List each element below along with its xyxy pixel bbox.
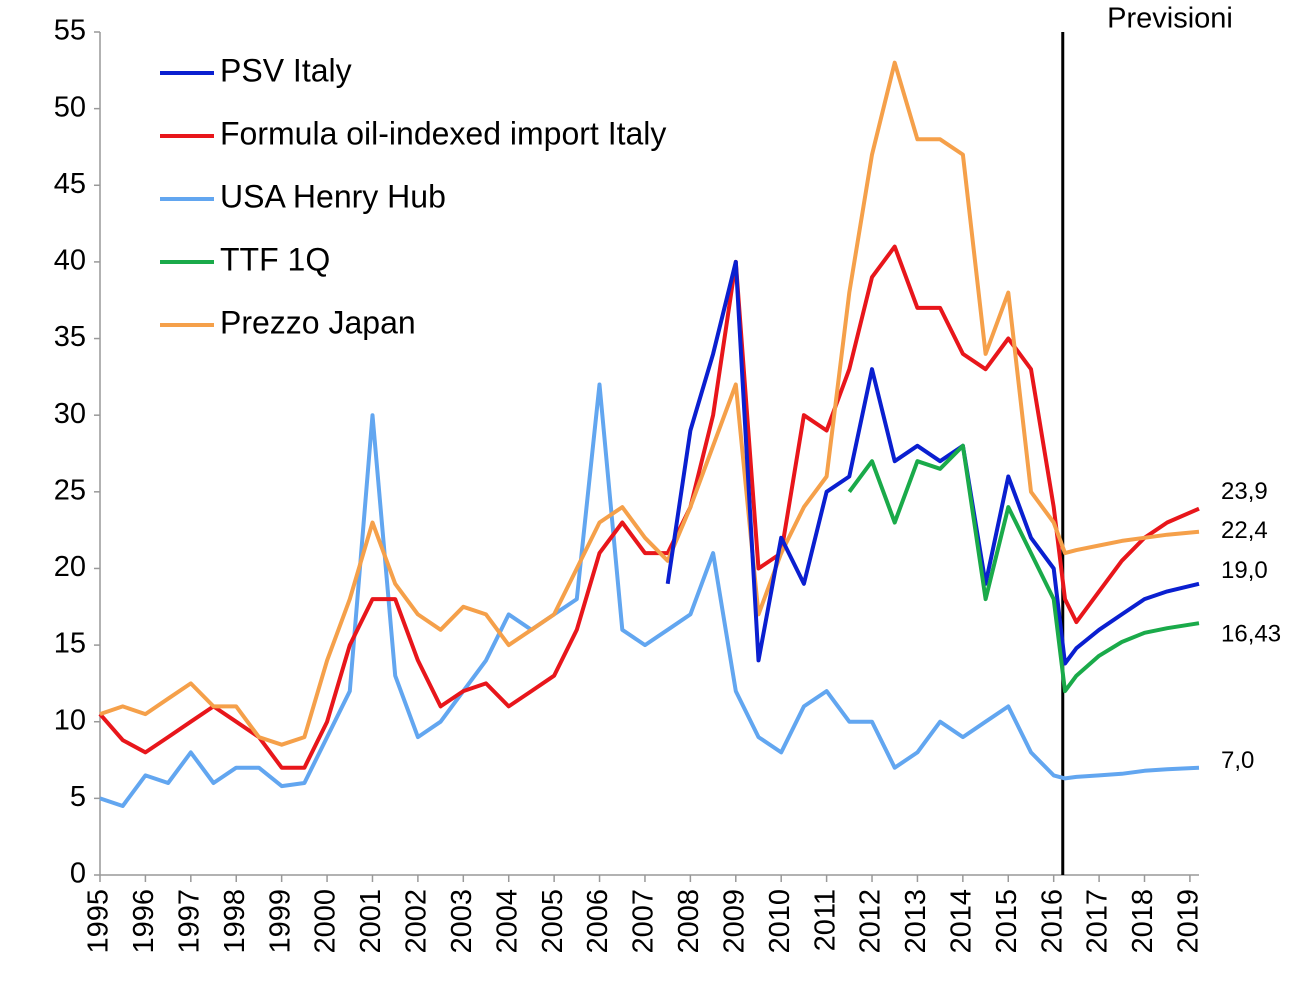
x-tick-label: 2014	[946, 889, 978, 954]
x-tick-label: 2004	[491, 889, 523, 954]
series-line	[665, 259, 1200, 666]
x-tick-label: 2013	[900, 889, 932, 954]
x-tick-label: 1997	[173, 889, 205, 954]
legend-label: TTF 1Q	[220, 241, 330, 277]
x-tick-label: 2000	[310, 889, 342, 954]
x-tick-label: 2001	[355, 889, 387, 954]
series-line	[99, 60, 1200, 747]
x-tick-label: 2018	[1127, 889, 1159, 954]
x-tick-label: 2008	[673, 889, 705, 954]
x-tick-label: 2015	[991, 889, 1023, 954]
end-label: 7,0	[1221, 747, 1254, 774]
y-tick-label: 40	[54, 245, 86, 277]
y-tick-label: 35	[54, 321, 86, 353]
x-tick-label: 2016	[1036, 889, 1068, 954]
end-label: 19,0	[1221, 557, 1268, 584]
legend-label: USA Henry Hub	[220, 178, 446, 214]
x-tick-label: 2009	[718, 889, 750, 954]
end-label: 16,43	[1221, 621, 1281, 648]
y-tick-label: 25	[54, 474, 86, 506]
annotation: Previsioni	[1107, 3, 1233, 35]
x-tick-label: 1999	[264, 889, 296, 954]
y-tick-label: 10	[54, 704, 86, 736]
x-tick-label: 2012	[855, 889, 887, 954]
y-tick-label: 55	[54, 15, 86, 47]
y-tick-label: 30	[54, 398, 86, 430]
legend-label: Formula oil-indexed import Italy	[220, 115, 666, 151]
y-tick-label: 15	[54, 628, 86, 660]
x-tick-label: 2006	[582, 889, 614, 954]
x-tick-label: 2005	[537, 889, 569, 954]
x-tick-label: 2007	[628, 889, 660, 954]
x-tick-label: 1995	[83, 889, 115, 954]
legend-label: Prezzo Japan	[220, 304, 416, 340]
x-tick-label: 2019	[1173, 889, 1205, 954]
x-tick-label: 2017	[1082, 889, 1114, 954]
legend-label: PSV Italy	[220, 52, 352, 88]
x-tick-label: 2011	[809, 889, 841, 951]
x-tick-label: 2003	[446, 889, 478, 954]
end-label: 23,9	[1221, 478, 1268, 505]
y-tick-label: 5	[70, 781, 86, 813]
series-line	[99, 382, 1200, 808]
y-tick-label: 20	[54, 551, 86, 583]
y-tick-label: 50	[54, 91, 86, 123]
series-line	[847, 443, 1200, 694]
x-tick-label: 1996	[128, 889, 160, 954]
end-label: 22,4	[1221, 517, 1268, 544]
x-tick-label: 2002	[401, 889, 433, 954]
series-line	[98, 244, 1200, 770]
y-tick-label: 45	[54, 168, 86, 200]
x-tick-label: 2010	[764, 889, 796, 954]
x-tick-label: 1998	[219, 889, 251, 954]
y-tick-label: 0	[70, 858, 86, 890]
